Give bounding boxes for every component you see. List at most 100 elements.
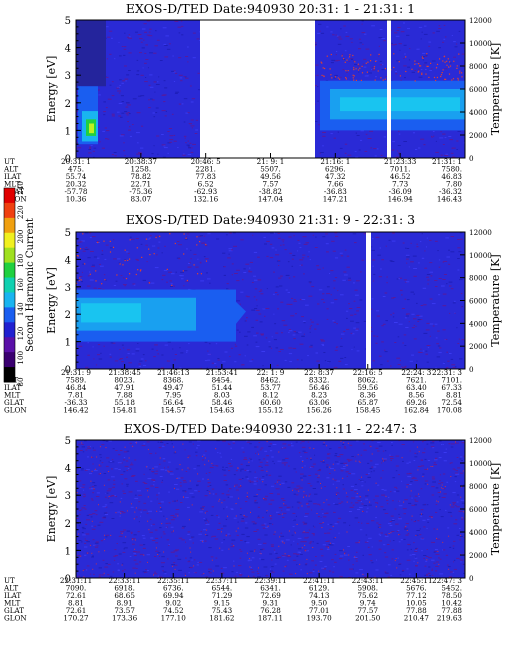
table-cell: 21:31: 9 bbox=[61, 368, 91, 377]
table-cell: 72.61 bbox=[66, 606, 87, 615]
table-cell: 47.32 bbox=[325, 172, 346, 181]
table-cell: 5507. bbox=[260, 165, 281, 174]
table-cell: 22.71 bbox=[131, 180, 152, 189]
table-row-label: GLAT bbox=[4, 398, 24, 407]
colorbar-swatch bbox=[4, 262, 15, 279]
y-tick-label: 5 bbox=[65, 436, 71, 447]
table-cell: 22:35:11 bbox=[157, 576, 189, 585]
table-cell: 9.50 bbox=[311, 599, 327, 608]
table-cell: 22:33:11 bbox=[108, 576, 140, 585]
table-cell: 10.42 bbox=[441, 599, 462, 608]
table-cell: 201.50 bbox=[355, 614, 381, 623]
table-cell: 72.54 bbox=[441, 398, 462, 407]
table-cell: 154.57 bbox=[161, 406, 187, 415]
table-cell: 193.70 bbox=[307, 614, 333, 623]
table-cell: 21:38:45 bbox=[108, 368, 141, 377]
table-cell: 49.47 bbox=[163, 383, 184, 392]
table-cell: 53.77 bbox=[260, 383, 281, 392]
table-cell: 6341. bbox=[260, 584, 281, 593]
table-cell: 55.18 bbox=[114, 398, 135, 407]
table-cell: 22: 1: 9 bbox=[257, 368, 285, 377]
heatmap-background bbox=[76, 440, 465, 578]
colorbar-swatch bbox=[4, 307, 15, 323]
table-cell: 67.33 bbox=[441, 383, 462, 392]
table-cell: 2281. bbox=[195, 165, 216, 174]
table-cell: 154.81 bbox=[112, 406, 137, 415]
table-cell: 20.32 bbox=[66, 180, 87, 189]
spectrogram-panel-1: EXOS-D/TED Date:940930 20:31: 1 - 21:31:… bbox=[3, 1, 502, 204]
y-tick-label: 4 bbox=[65, 255, 71, 266]
table-cell: -36.83 bbox=[324, 187, 347, 196]
table-cell: 77.88 bbox=[441, 606, 462, 615]
y-tick-label: 4 bbox=[65, 44, 71, 55]
y2-tick-label: 10000 bbox=[469, 459, 492, 468]
plot-area bbox=[76, 20, 465, 158]
table-cell: 8.91 bbox=[117, 599, 133, 608]
table-cell: 6544. bbox=[212, 584, 233, 593]
chart-title: EXOS-D/TED Date:940930 22:31:11 - 22:47:… bbox=[124, 421, 417, 436]
table-cell: 5676. bbox=[406, 584, 427, 593]
y-tick-label: 3 bbox=[65, 71, 71, 82]
table-cell: 22:45:11 bbox=[400, 576, 432, 585]
table-cell: 72.69 bbox=[260, 591, 281, 600]
table-cell: 7090. bbox=[66, 584, 87, 593]
colorbar-tick-label: 160 bbox=[16, 278, 25, 292]
table-cell: 181.62 bbox=[209, 614, 234, 623]
y2-tick-label: 0 bbox=[469, 154, 474, 163]
table-cell: 155.12 bbox=[258, 406, 283, 415]
colorbar-swatch bbox=[4, 367, 15, 383]
spectrogram-panel-3: EXOS-D/TED Date:940930 22:31:11 - 22:47:… bbox=[3, 421, 502, 623]
table-cell: 146.43 bbox=[437, 195, 463, 204]
y-axis-label: Energy [eV] bbox=[45, 267, 58, 334]
table-row-label: MLT bbox=[4, 391, 21, 400]
table-cell: 71.29 bbox=[212, 591, 233, 600]
table-cell: 7.80 bbox=[446, 180, 462, 189]
table-cell: 76.28 bbox=[260, 606, 281, 615]
colorbar-label: Second Harmonic Current bbox=[25, 218, 36, 352]
table-cell: 7580. bbox=[441, 165, 462, 174]
table-cell: 8368. bbox=[163, 376, 184, 385]
y2-tick-label: 2000 bbox=[469, 551, 488, 560]
table-cell: 21:46:13 bbox=[157, 368, 190, 377]
table-row-label: ILAT bbox=[4, 383, 21, 392]
y2-tick-label: 2000 bbox=[469, 131, 488, 140]
table-cell: -38.82 bbox=[259, 187, 282, 196]
table-cell: 9.02 bbox=[165, 599, 181, 608]
y2-tick-label: 4000 bbox=[469, 108, 488, 117]
y2-tick-label: 8000 bbox=[469, 274, 488, 283]
table-cell: 132.16 bbox=[193, 195, 219, 204]
table-cell: 22:16: 5 bbox=[353, 368, 383, 377]
table-cell: 7.95 bbox=[165, 391, 181, 400]
table-row-label: ILAT bbox=[4, 172, 21, 181]
table-cell: 75.62 bbox=[357, 591, 378, 600]
table-cell: 46.52 bbox=[390, 172, 411, 181]
table-row-label: ALT bbox=[3, 584, 18, 593]
table-cell: 7621. bbox=[406, 376, 427, 385]
table-cell: 170.27 bbox=[63, 614, 89, 623]
y-tick-label: 0 bbox=[65, 365, 71, 376]
table-cell: 158.45 bbox=[355, 406, 381, 415]
chart-title: EXOS-D/TED Date:940930 20:31: 1 - 21:31:… bbox=[126, 1, 415, 16]
y2-tick-label: 8000 bbox=[469, 62, 488, 71]
table-cell: 59.56 bbox=[357, 383, 378, 392]
table-cell: 69.26 bbox=[406, 398, 427, 407]
table-cell: 22: 8:37 bbox=[304, 368, 334, 377]
table-cell: 22:31:11 bbox=[60, 576, 92, 585]
table-cell: 74.52 bbox=[163, 606, 184, 615]
table-cell: 22:43:11 bbox=[352, 576, 384, 585]
colorbar-tick-label: 80 bbox=[16, 377, 25, 387]
y2-tick-label: 12000 bbox=[469, 228, 492, 237]
table-cell: 8462. bbox=[260, 376, 281, 385]
colorbar-swatch bbox=[4, 352, 15, 368]
table-cell: 187.11 bbox=[258, 614, 283, 623]
colorbar-frame bbox=[3, 187, 16, 383]
data-gap bbox=[200, 20, 315, 158]
table-cell: 7589. bbox=[66, 376, 87, 385]
table-cell: 74.13 bbox=[309, 591, 330, 600]
y2-axis-label: Temperature [K] bbox=[489, 463, 502, 555]
y2-tick-label: 4000 bbox=[469, 528, 488, 537]
y2-tick-label: 10000 bbox=[469, 251, 492, 260]
y-tick-label: 1 bbox=[65, 126, 71, 137]
table-cell: 75.43 bbox=[212, 606, 233, 615]
